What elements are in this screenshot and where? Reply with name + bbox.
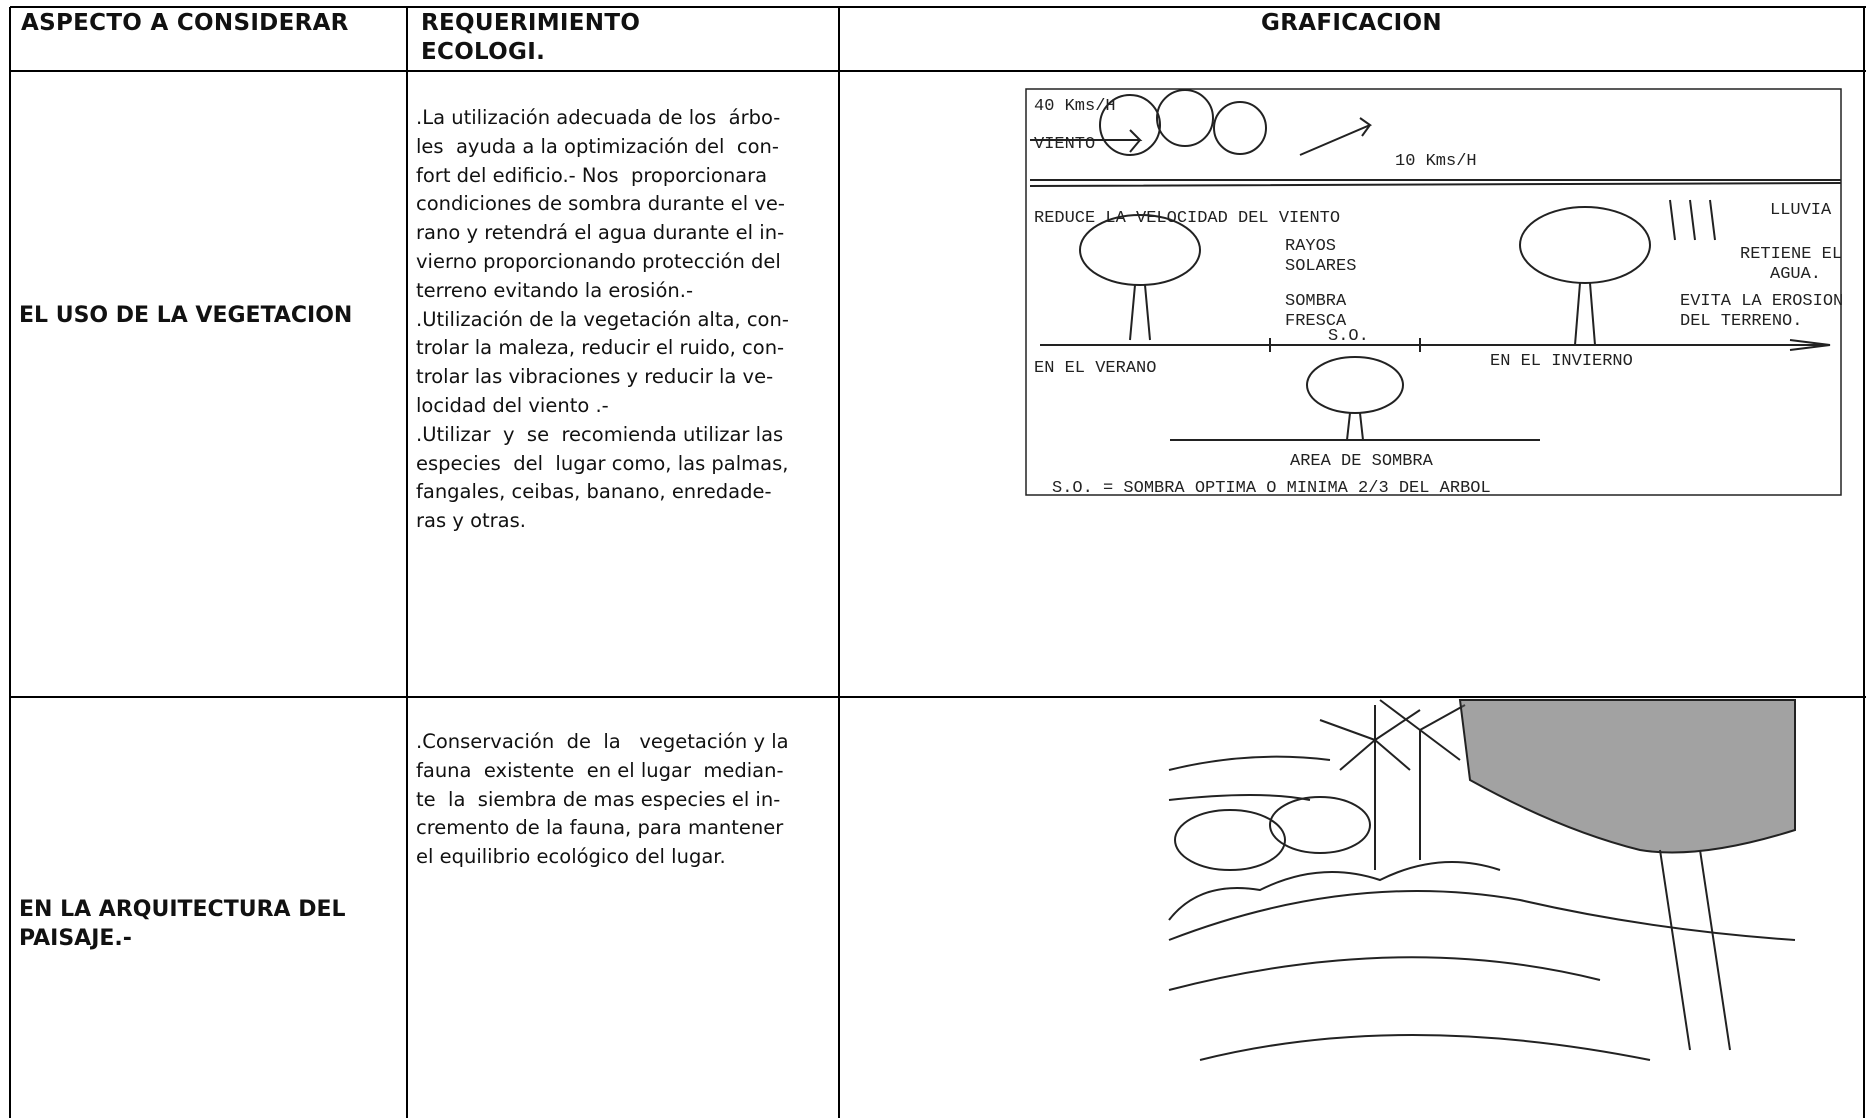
landscape-sketch [1168,699,1796,1061]
requirement-text: terreno evitando la erosión.- [416,278,693,302]
bush [1174,809,1286,871]
requirement-text: fort del edificio.- Nos proporcionara [416,163,768,187]
requirement-text: vierno proporcionando protección del [416,250,781,273]
trunk [1170,412,1540,441]
tree [1156,89,1214,147]
sketch-label: FRESCA [1285,312,1347,331]
dimension [1269,338,1421,352]
requirement-text: .Utilizar y se recomienda utilizar las [416,422,784,446]
requirement-text: rano y retendrá el agua durante el in- [416,221,785,245]
sketch-label: S.O. [1328,327,1369,346]
wind-arrow [1030,129,1143,153]
sketch-label: DEL TERRENO. [1680,312,1802,331]
sketch-label: EN EL VERANO [1034,359,1156,378]
requirement-text: locidad del viento .- [416,394,609,417]
sketch-label: VIENTO [1034,135,1095,154]
requirement-text: condiciones de sombra durante el ve- [416,192,785,216]
ground-line [1029,179,1842,187]
row-label: EL USO DE LA VEGETACION [19,303,353,328]
hill-line [1168,755,1331,801]
row-label: EN LA ARQUITECTURA DEL [19,897,346,922]
bush [1269,796,1371,854]
sketch-label: REDUCE LA VELOCIDAD DEL VIENTO [1034,209,1340,228]
sketch-label: RETIENE EL [1740,245,1842,264]
shrubs [1168,861,1501,921]
trunk [1659,849,1731,1051]
sketch-frame [1025,88,1842,496]
palm [1379,699,1466,860]
requirement-text: trolar las vibraciones y reducir la ve- [416,365,774,389]
tree [1099,94,1161,156]
requirement-text: .Utilización de la vegetación alta, con- [416,307,789,331]
requirement-text: te la siembra de mas especies el in- [416,787,781,811]
tree [1519,206,1651,284]
header-cell: GRAFICACION [1261,10,1442,36]
header-cell: ECOLOGI. [421,39,546,65]
trunk [1574,282,1596,346]
header-cell: ASPECTO A CONSIDERAR [21,10,349,36]
sketch-label: RAYOS [1285,237,1336,256]
vegetation-sketch [1025,88,1842,496]
requirement-text: cremento de la fauna, para mantener [416,816,784,840]
requirement-text: ras y otras. [416,509,526,533]
requirement-text: les ayuda a la optimización del con- [416,134,779,158]
requirement-text: .La utilización adecuada de los árbo- [416,106,781,129]
sketch-label: S.O. = SOMBRA OPTIMA O MINIMA 2/3 DEL AR… [1052,479,1491,498]
header-cell: REQUERIMIENTO [421,10,641,36]
sketch-label: SOMBRA [1285,292,1347,311]
borders [9,6,1866,1118]
requirement-text: el equilibrio ecológico del lugar. [416,845,726,869]
trunk [1129,284,1151,341]
requirement-text: .Conservación de la vegetación y la [416,730,789,753]
sketch-label: 10 Kms/H [1395,152,1477,171]
sketch-label: SOLARES [1285,257,1356,276]
tree [1079,214,1201,286]
rain [1669,199,1716,241]
requirement-text: fangales, ceibas, banano, enredade- [416,480,772,504]
row-label: PAISAJE.- [19,926,132,951]
ground-line [1168,890,1796,1061]
requirement-text: trolar la maleza, reducir el ruido, con- [416,336,785,360]
sketch-label: EVITA LA EROSION [1680,292,1843,311]
tree [1306,356,1404,414]
sketch-label: 40 Kms/H [1034,97,1116,116]
wind-arrow [1299,117,1373,156]
tree [1213,101,1267,155]
sketch-label: AREA DE SOMBRA [1290,452,1434,471]
sketch-label: EN EL INVIERNO [1490,352,1633,371]
requirement-text: especies del lugar como, las palmas, [416,451,789,475]
sketch-label: LLUVIA [1770,201,1832,220]
tree-canopy [1458,699,1796,854]
ground-line [1040,339,1831,351]
sketch-label: AGUA. [1770,265,1821,284]
requirement-text: fauna existente en el lugar median- [416,758,784,782]
palm [1319,705,1421,870]
